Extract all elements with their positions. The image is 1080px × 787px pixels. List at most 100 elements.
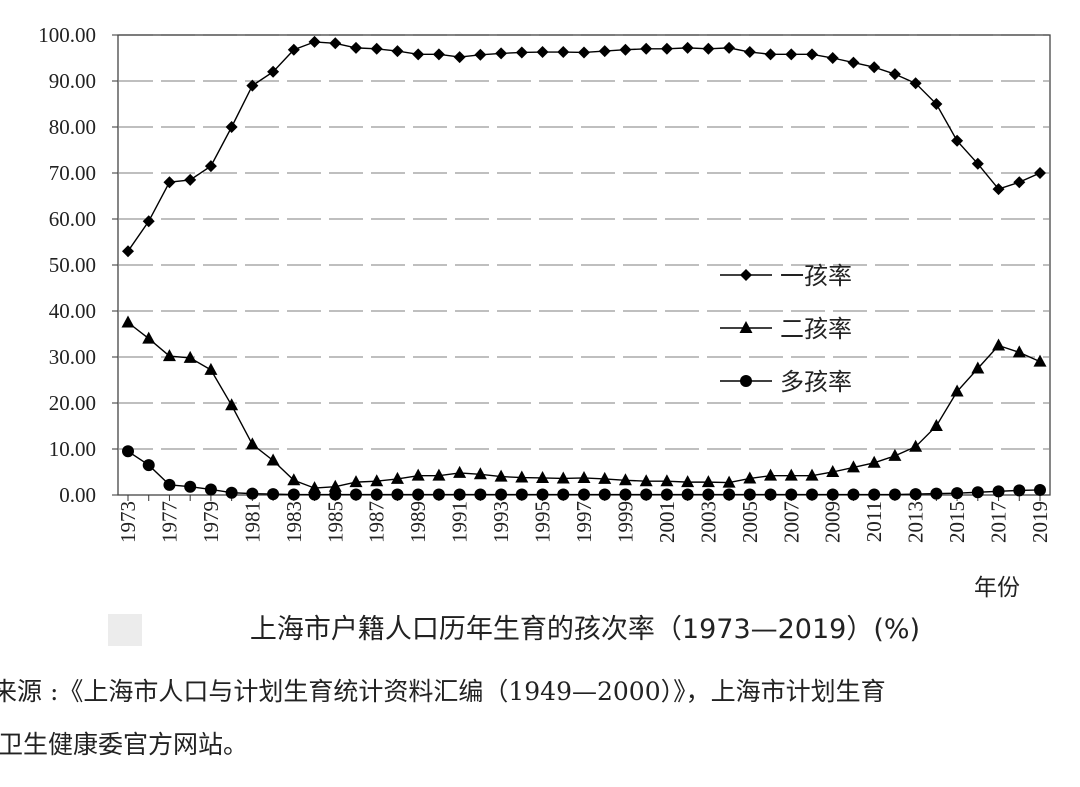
x-tick-label: 1979: [199, 501, 223, 543]
legend-label: 一孩率: [780, 262, 852, 290]
marker: [888, 448, 902, 461]
marker: [806, 48, 818, 61]
series-line: [127, 321, 1041, 489]
marker: [868, 61, 881, 74]
marker: [370, 474, 384, 487]
marker: [929, 419, 943, 431]
marker: [681, 41, 694, 54]
marker: [888, 68, 901, 81]
y-tick-label: 50.00: [49, 253, 96, 277]
marker: [806, 488, 818, 501]
marker: [743, 46, 756, 59]
marker: [474, 48, 487, 61]
marker: [453, 465, 467, 478]
marker: [329, 488, 342, 501]
marker: [701, 475, 715, 488]
marker: [557, 46, 570, 59]
marker: [536, 46, 549, 59]
marker: [350, 41, 362, 54]
marker: [536, 488, 549, 501]
marker: [412, 48, 425, 61]
marker: [971, 486, 984, 499]
marker: [411, 468, 425, 481]
x-tick-label: 1977: [157, 501, 181, 543]
marker: [557, 488, 570, 501]
marker: [494, 469, 508, 482]
marker: [739, 321, 753, 333]
series-line: [127, 41, 1041, 252]
x-tick-label: 1999: [613, 501, 637, 543]
marker: [909, 439, 923, 452]
marker: [992, 183, 1005, 196]
marker: [971, 157, 984, 170]
caption: 上海市户籍人口历年生育的孩次率（1973—2019）(%): [250, 614, 920, 645]
x-tick-label: 2001: [655, 501, 679, 543]
marker: [121, 315, 135, 328]
marker: [453, 488, 466, 501]
x-tick-label: 2009: [821, 501, 845, 543]
marker: [764, 48, 777, 61]
marker: [391, 45, 404, 58]
marker: [267, 488, 280, 501]
x-tick-label: 1985: [323, 501, 347, 543]
marker: [1013, 484, 1026, 497]
marker: [743, 488, 756, 501]
marker: [474, 488, 487, 501]
marker: [950, 384, 964, 397]
marker: [888, 488, 901, 501]
y-tick-label: 90.00: [49, 69, 96, 93]
marker: [495, 47, 508, 60]
marker: [723, 41, 736, 54]
marker: [266, 453, 280, 466]
x-tick-label: 2005: [738, 501, 762, 543]
marker: [867, 455, 881, 468]
marker: [930, 98, 943, 110]
marker: [308, 35, 321, 48]
marker: [184, 480, 197, 493]
legend-label: 二孩率: [780, 315, 852, 343]
marker: [515, 470, 529, 483]
marker: [660, 42, 673, 55]
marker: [740, 269, 752, 281]
marker: [578, 488, 590, 501]
x-tick-label: 1989: [406, 501, 430, 543]
marker: [847, 56, 860, 69]
marker: [204, 160, 217, 173]
marker: [246, 487, 259, 500]
marker: [390, 471, 404, 484]
marker: [142, 331, 156, 344]
x-tick-label: 1981: [240, 501, 264, 543]
marker: [598, 45, 611, 58]
marker: [619, 43, 632, 56]
marker: [370, 488, 383, 501]
x-tick-label: 1993: [489, 501, 513, 543]
y-tick-label: 10.00: [49, 437, 96, 461]
x-tick-label: 2007: [779, 501, 803, 543]
marker: [740, 375, 752, 387]
marker: [743, 471, 757, 484]
marker: [556, 471, 570, 484]
marker: [826, 465, 840, 477]
marker: [784, 468, 798, 481]
x-tick-label: 2015: [945, 501, 969, 543]
x-tick-label: 1995: [531, 501, 555, 543]
y-tick-label: 60.00: [49, 207, 96, 231]
marker: [391, 488, 404, 501]
marker: [1034, 167, 1046, 179]
marker: [951, 487, 964, 500]
marker: [495, 488, 508, 501]
marker: [930, 487, 943, 500]
marker: [992, 485, 1005, 498]
marker: [846, 460, 860, 473]
marker: [349, 475, 363, 488]
y-tick-label: 80.00: [49, 115, 96, 139]
marker: [225, 398, 239, 411]
marker: [619, 488, 632, 501]
marker: [640, 488, 653, 501]
marker: [287, 473, 301, 486]
source-text: 卫生健康委官方网站。: [0, 730, 248, 759]
source-text: 来源 :《上海市人口与计划生育统计资料汇编（1949—2000）》，上海市计划生…: [0, 677, 886, 706]
marker: [287, 488, 300, 501]
marker: [246, 79, 259, 92]
